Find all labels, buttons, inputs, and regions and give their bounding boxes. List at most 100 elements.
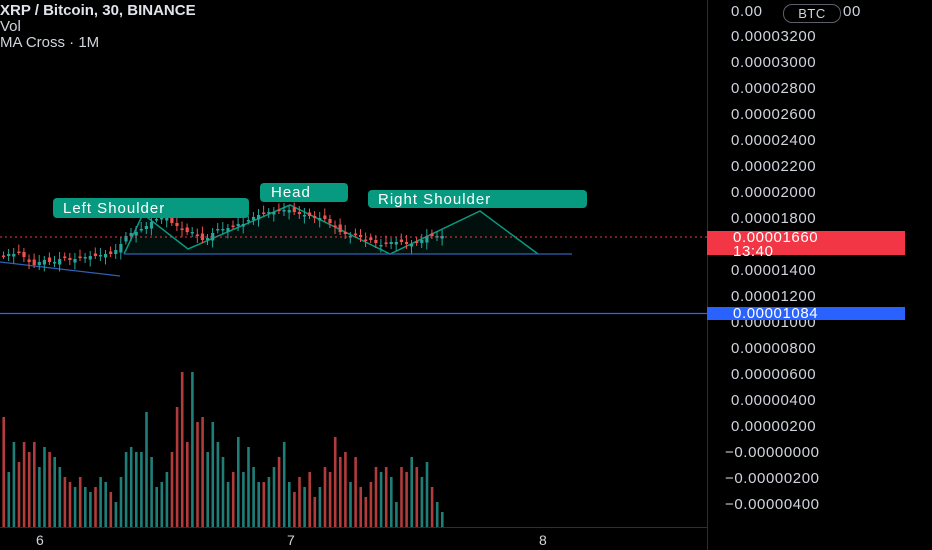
candle-body: [134, 232, 138, 236]
price-axis-label: 0.00001200: [731, 288, 816, 305]
volume-bar: [298, 477, 301, 527]
candle-body: [149, 222, 154, 229]
price-axis-label-top-right: 00: [843, 3, 861, 20]
left-shoulder-label-bg: [53, 198, 249, 218]
bar-countdown: 13:40: [733, 243, 774, 260]
right-shoulder-label-bg: [368, 190, 587, 208]
candle-body: [272, 212, 276, 215]
candle-body: [292, 207, 296, 212]
candle-body: [308, 212, 312, 216]
volume-bar: [119, 477, 123, 527]
candle-body: [430, 233, 434, 236]
candle-body: [359, 235, 363, 237]
candle-body: [410, 244, 414, 247]
ma-cross-indicator-label[interactable]: MA Cross · 1M: [0, 34, 100, 51]
volume-bar: [150, 457, 153, 527]
candle-body: [22, 252, 26, 257]
candle-body: [165, 218, 169, 221]
volume-bar: [420, 477, 424, 527]
head-label[interactable]: Head: [260, 183, 348, 202]
volume-bar: [349, 482, 352, 527]
left-shoulder-text: Left Shoulder: [63, 200, 165, 217]
head-label-bg: [260, 183, 348, 202]
volume-bars: [2, 372, 444, 527]
volume-bar: [272, 467, 276, 527]
volume-bar: [191, 372, 194, 527]
volume-bar: [282, 442, 286, 527]
candle-body: [379, 245, 383, 247]
candle-body: [53, 262, 57, 264]
candle-body: [211, 233, 215, 241]
volume-bar: [196, 422, 199, 527]
volume-bar: [384, 467, 388, 527]
candle-body: [190, 232, 194, 234]
volume-bar: [160, 482, 164, 527]
volume-bar: [99, 477, 102, 527]
horizontal-line-price-tag[interactable]: 0.00001084: [707, 306, 905, 321]
candle-body: [226, 228, 230, 232]
volume-bar: [313, 497, 317, 527]
volume-bar: [211, 422, 215, 527]
candle-body: [88, 256, 92, 260]
volume-bar: [344, 452, 347, 527]
candle-body: [394, 242, 398, 245]
volume-bar: [323, 467, 327, 527]
candle-body: [399, 239, 403, 242]
candle-body: [180, 228, 184, 230]
symbol-title[interactable]: XRP / Bitcoin, 30, BINANCE: [0, 2, 196, 19]
price-axis-label: 0.00000400: [731, 392, 816, 409]
candle-body: [170, 215, 174, 223]
candle-body: [221, 229, 225, 231]
volume-bar: [124, 452, 128, 527]
volume-bar: [339, 457, 342, 527]
volume-bar: [186, 442, 189, 527]
volume-bar: [308, 472, 311, 527]
candle-body: [27, 259, 31, 262]
volume-bar: [400, 467, 403, 527]
volume-bar: [242, 472, 245, 527]
volume-indicator-label[interactable]: Vol: [0, 18, 21, 35]
volume-bar: [328, 472, 332, 527]
candle-body: [435, 236, 439, 238]
volume-bar: [63, 477, 67, 527]
right-shoulder-label[interactable]: Right Shoulder: [368, 190, 587, 208]
volume-bar: [17, 462, 21, 527]
candle-body: [353, 233, 358, 235]
volume-bar: [43, 447, 46, 527]
candle-body: [328, 219, 332, 223]
chart-legend[interactable]: XRP / Bitcoin, 30, BINANCE Vol MA Cross …: [0, 3, 196, 51]
candle-body: [277, 209, 281, 211]
candle-body: [129, 233, 133, 236]
price-axis[interactable]: 0.00003200 0.00003000 0.00002800 0.00002600…: [725, 28, 820, 513]
volume-bar: [288, 482, 291, 527]
currency-badge[interactable]: BTC: [783, 4, 841, 23]
volume-bar: [333, 437, 337, 527]
head-text: Head: [271, 184, 311, 201]
volume-bar: [201, 417, 204, 527]
candle-body: [185, 227, 189, 232]
pattern-fill: [124, 205, 538, 254]
price-axis-label: 0.00001800: [731, 210, 816, 227]
volume-bar: [441, 512, 444, 527]
volume-bar: [359, 487, 362, 527]
candle-body: [155, 219, 159, 221]
volume-bar: [104, 482, 107, 527]
left-shoulder-label[interactable]: Left Shoulder: [53, 198, 249, 218]
price-axis-label: 0.00003200: [731, 28, 816, 45]
candle-body: [313, 216, 317, 218]
volume-bar: [277, 457, 281, 527]
candle-body: [119, 244, 123, 253]
volume-bar: [226, 482, 230, 527]
volume-bar: [27, 452, 31, 527]
candlesticks: [2, 202, 444, 272]
candle-body: [231, 225, 235, 227]
volume-bar: [78, 477, 82, 527]
candle-body: [374, 240, 378, 243]
candle-body: [7, 254, 11, 256]
volume-bar: [165, 472, 169, 527]
volume-bar: [267, 477, 271, 527]
candle-body: [364, 239, 368, 241]
volume-bar: [390, 477, 393, 527]
volume-bar: [221, 457, 225, 527]
